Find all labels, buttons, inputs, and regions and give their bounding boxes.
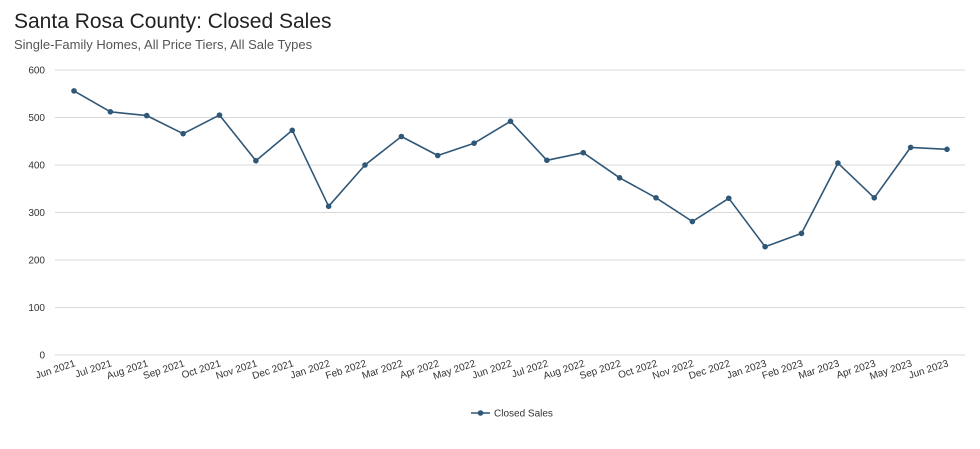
x-tick-label: Jun 2023 bbox=[907, 358, 950, 381]
y-tick-label: 500 bbox=[28, 113, 45, 124]
data-point bbox=[398, 133, 405, 140]
data-point bbox=[689, 218, 696, 225]
data-point bbox=[362, 162, 368, 168]
data-point bbox=[871, 194, 878, 201]
data-point bbox=[325, 203, 332, 210]
data-point bbox=[762, 243, 768, 250]
data-point bbox=[580, 149, 587, 156]
chart-title: Santa Rosa County: Closed Sales bbox=[14, 10, 332, 33]
data-point bbox=[544, 157, 550, 164]
data-point bbox=[216, 112, 223, 118]
data-point bbox=[71, 88, 77, 94]
data-point bbox=[616, 175, 623, 181]
y-tick-label: 200 bbox=[28, 256, 45, 267]
data-point bbox=[798, 230, 805, 237]
legend-marker bbox=[477, 410, 484, 416]
data-point bbox=[907, 144, 914, 151]
data-point bbox=[835, 160, 841, 166]
data-point bbox=[944, 146, 950, 153]
data-point bbox=[289, 127, 296, 134]
data-point bbox=[507, 118, 514, 125]
data-point bbox=[471, 140, 477, 146]
y-tick-label: 0 bbox=[39, 351, 45, 362]
data-point bbox=[434, 152, 441, 159]
data-point bbox=[180, 130, 186, 137]
x-tick-label: Jun 2021 bbox=[34, 358, 77, 381]
data-point bbox=[143, 112, 150, 119]
x-tick-label: Jun 2022 bbox=[471, 358, 514, 381]
y-tick-label: 400 bbox=[28, 161, 45, 172]
y-tick-label: 100 bbox=[28, 303, 45, 314]
data-point bbox=[253, 157, 259, 164]
data-point bbox=[653, 194, 659, 201]
legend-label: Closed Sales bbox=[494, 409, 553, 420]
data-point bbox=[725, 195, 732, 202]
data-point bbox=[107, 109, 114, 115]
y-tick-label: 600 bbox=[28, 66, 45, 77]
chart-subtitle: Single-Family Homes, All Price Tiers, Al… bbox=[14, 37, 313, 52]
y-tick-label: 300 bbox=[28, 208, 45, 219]
series-line bbox=[73, 90, 948, 248]
